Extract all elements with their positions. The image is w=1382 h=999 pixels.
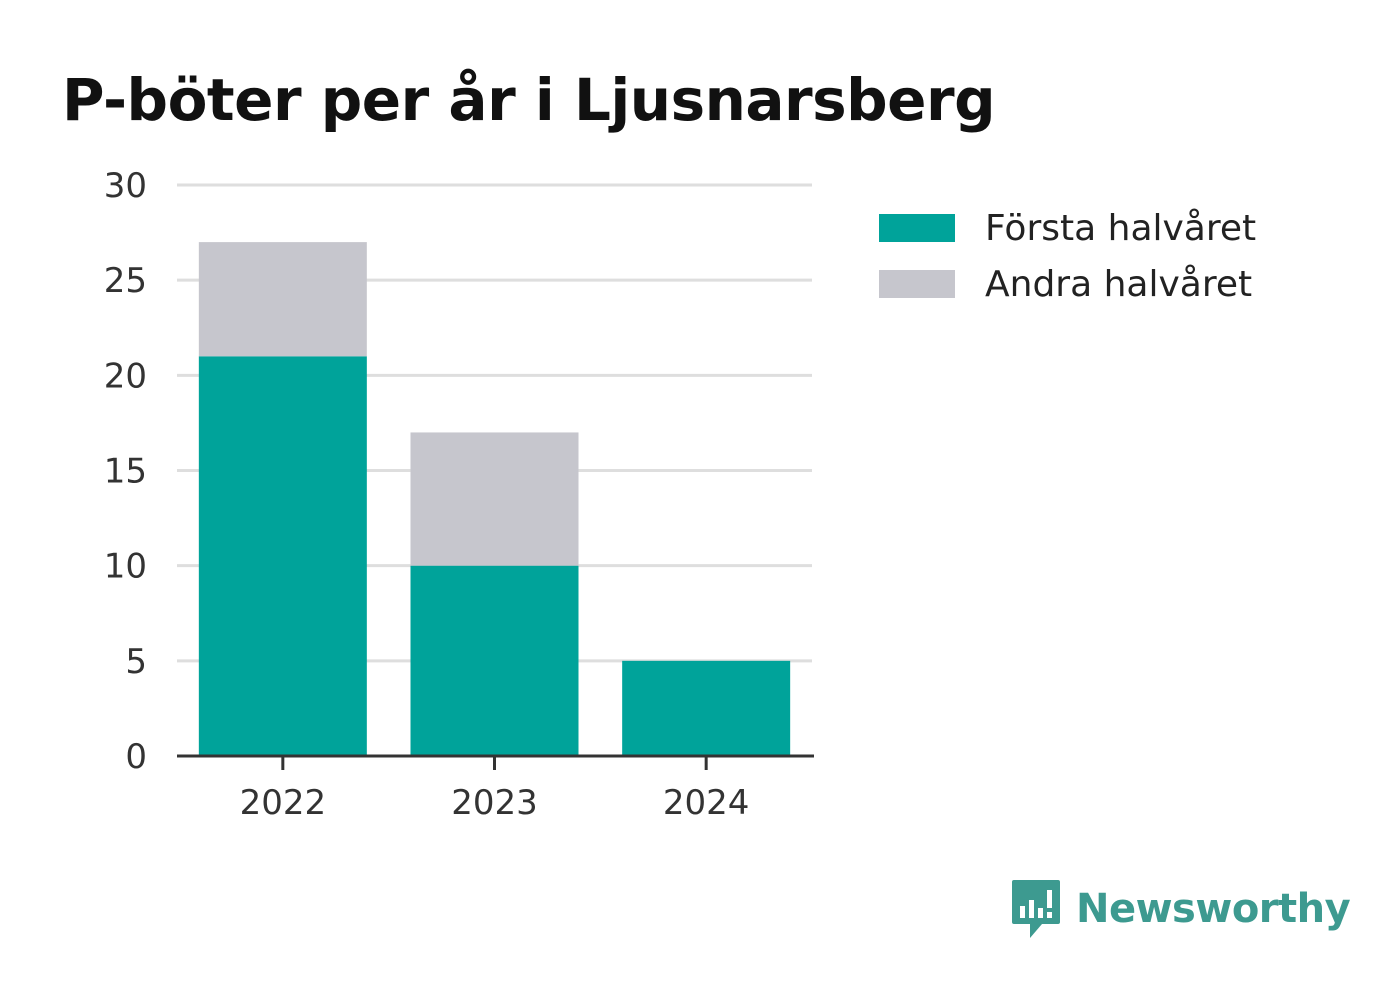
bar-2023-series-0	[410, 565, 579, 756]
y-tick-label: 15	[104, 452, 147, 492]
legend-item-second-half: Andra halvåret	[879, 256, 1256, 312]
legend-swatch-first-half	[879, 214, 955, 242]
chart-title: P-böter per år i Ljusnarsberg	[62, 66, 996, 134]
x-tick-label-2022: 2022	[240, 783, 327, 823]
legend-label-second-half: Andra halvåret	[985, 263, 1253, 305]
bar-2024-series-0	[622, 660, 791, 756]
bars	[198, 242, 791, 756]
legend: Första halvåret Andra halvåret	[879, 200, 1256, 312]
bar-2023-series-1	[410, 432, 579, 566]
brand-name: Newsworthy	[1076, 886, 1351, 932]
y-tick-label: 30	[104, 166, 147, 206]
legend-item-first-half: Första halvåret	[879, 200, 1256, 256]
brand-logo: Newsworthy	[1010, 878, 1351, 940]
x-axis-tick-labels: 2022 2023 2024	[240, 783, 750, 823]
legend-label-first-half: Första halvåret	[985, 207, 1257, 249]
bar-2022-series-1	[198, 242, 367, 357]
bar-2022-series-0	[198, 356, 367, 756]
x-tick-label-2023: 2023	[451, 783, 538, 823]
y-tick-label: 25	[104, 261, 147, 301]
x-tick-label-2024: 2024	[663, 783, 750, 823]
y-tick-label: 0	[125, 737, 147, 777]
y-tick-label: 5	[125, 642, 147, 682]
y-tick-label: 10	[104, 547, 147, 587]
bar-chart-speech-bubble-icon	[1012, 880, 1060, 938]
x-axis	[177, 754, 814, 770]
y-axis-tick-labels: 0 5 10 15 20 25 30	[104, 166, 147, 777]
y-tick-label: 20	[104, 356, 147, 396]
legend-swatch-second-half	[879, 270, 955, 298]
